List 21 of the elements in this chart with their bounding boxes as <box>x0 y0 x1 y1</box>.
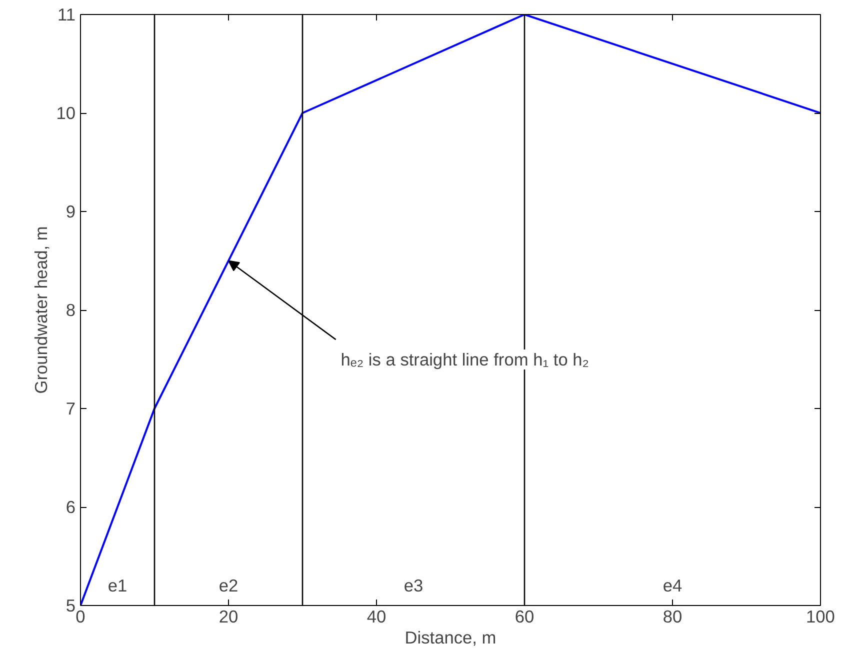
y-tick-label: 11 <box>58 4 76 24</box>
y-tick-label: 8 <box>66 300 76 320</box>
line-series <box>80 14 820 606</box>
x-tick-label: 0 <box>76 606 86 626</box>
annotation: e3 <box>404 576 424 596</box>
y-tick-label: 5 <box>66 596 76 616</box>
x-tick-label: 20 <box>218 606 238 626</box>
annotation: e4 <box>662 576 682 596</box>
y-tick-label: 9 <box>66 202 76 222</box>
y-tick-label: 10 <box>56 103 76 123</box>
y-tick-label: 7 <box>66 398 76 418</box>
x-tick-label: 60 <box>514 606 534 626</box>
x-tick-label: 100 <box>806 606 835 626</box>
y-tick-label: 6 <box>66 497 76 517</box>
annotation: e1 <box>108 576 128 596</box>
x-tick-label: 40 <box>366 606 386 626</box>
x-tick-label: 80 <box>662 606 682 626</box>
annotation: e2 <box>218 576 238 596</box>
y-axis-title: Groundwater head, m <box>31 226 52 394</box>
annotation: hₑ₂ is a straight line from h₁ to h₂ <box>340 350 590 370</box>
x-axis-title: Distance, m <box>404 628 496 648</box>
